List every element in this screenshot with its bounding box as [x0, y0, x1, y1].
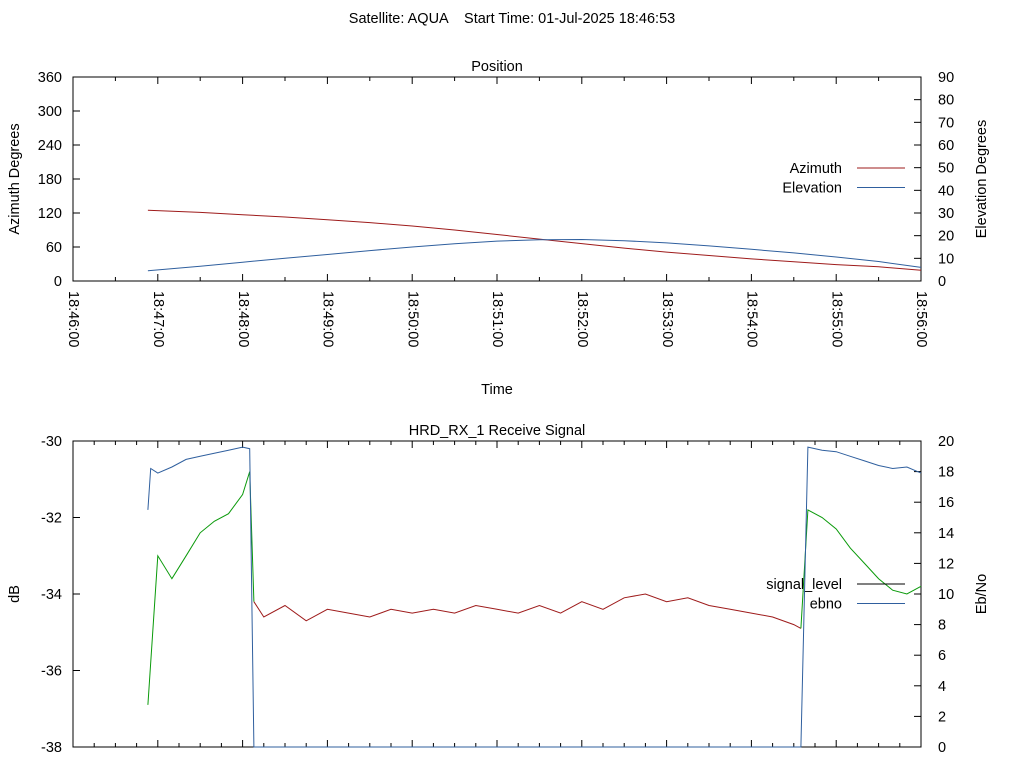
y-tick-label: 300 [38, 104, 62, 120]
y-tick-label: 120 [38, 206, 62, 222]
plot-frame [72, 76, 922, 282]
y2-tick-label: 80 [938, 93, 954, 109]
x-tick-label: 18:54:00 [744, 291, 760, 347]
x-tick-label: 18:47:00 [150, 291, 166, 347]
legend-label: Elevation [782, 181, 842, 197]
series-line-signal_level [147, 471, 255, 705]
y-tick-label: 60 [46, 240, 62, 256]
y-tick-label: 240 [38, 138, 62, 154]
x-tick-label: 18:51:00 [489, 291, 505, 347]
x-tick-label: 18:46:00 [65, 291, 81, 347]
series-line-ebno [147, 446, 922, 748]
y2-tick-label: 90 [938, 70, 954, 86]
legend-label: signal_level [766, 577, 842, 593]
y2-tick-label: 10 [938, 251, 954, 267]
y2-tick-label: 30 [938, 206, 954, 222]
x-tick-label: 18:50:00 [404, 291, 420, 347]
y2-tick-label: 4 [938, 679, 946, 695]
y2-tick-label: 6 [938, 648, 946, 664]
y2-tick-label: 14 [938, 526, 954, 542]
series-line-Elevation [147, 238, 922, 272]
y-tick-label: -30 [41, 434, 62, 450]
x-tick-label: 18:48:00 [235, 291, 251, 347]
y-tick-label: -34 [41, 587, 62, 603]
series-line-Azimuth [147, 209, 922, 271]
x-tick-label: 18:53:00 [659, 291, 675, 347]
y-tick-label: -32 [41, 511, 62, 527]
y-tick-label: 0 [54, 274, 62, 290]
y-tick-label: 360 [38, 70, 62, 86]
y2-tick-label: 70 [938, 115, 954, 131]
y2-tick-label: 60 [938, 138, 954, 154]
x-tick-label: 18:52:00 [574, 291, 590, 347]
y-tick-label: -36 [41, 664, 62, 680]
y2-tick-label: 20 [938, 229, 954, 245]
y2-axis-label: Eb/No [974, 574, 990, 614]
y2-tick-label: 10 [938, 587, 954, 603]
plot-frame [72, 440, 922, 748]
position-chart: Position 0 60 120 180 240 300 360 0 10 20 30 40 50 60 7… [7, 59, 990, 398]
x-tick-label: 18:49:00 [320, 291, 336, 347]
x-tick-label: 18:56:00 [913, 291, 929, 347]
chart-title: Position [471, 59, 523, 75]
series-line-signal_level [253, 593, 802, 629]
y-axis-label: dB [7, 585, 23, 603]
y2-tick-label: 12 [938, 556, 954, 572]
legend-label: ebno [810, 597, 842, 613]
y2-tick-label: 40 [938, 183, 954, 199]
y2-tick-label: 8 [938, 618, 946, 634]
legend-label: Azimuth [790, 161, 842, 177]
y2-tick-label: 16 [938, 495, 954, 511]
y-tick-label: 180 [38, 172, 62, 188]
x-axis-label: Time [481, 382, 513, 398]
y-axis-label: Azimuth Degrees [7, 123, 23, 234]
x-tick-label: 18:55:00 [828, 291, 844, 347]
receive-signal-chart: HRD_RX_1 Receive Signal -38 -36 -34 -32 -30 0 2… [7, 423, 990, 756]
y2-tick-label: 2 [938, 709, 946, 725]
chart-title: HRD_RX_1 Receive Signal [409, 423, 586, 439]
y-tick-label: -38 [41, 740, 62, 756]
y2-tick-label: 0 [938, 274, 946, 290]
y2-tick-label: 20 [938, 434, 954, 450]
y2-tick-label: 18 [938, 465, 954, 481]
y2-tick-label: 0 [938, 740, 946, 756]
series-line-signal_level [800, 509, 922, 629]
figure-title: Satellite: AQUA Start Time: 01-Jul-2025 … [349, 11, 675, 27]
y2-axis-label: Elevation Degrees [974, 120, 990, 239]
y2-tick-label: 50 [938, 161, 954, 177]
